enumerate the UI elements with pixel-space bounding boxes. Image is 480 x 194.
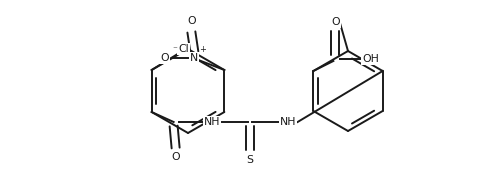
Text: O: O [171,152,180,162]
Text: O: O [331,17,340,27]
Text: O: O [187,16,196,26]
Text: +: + [199,46,206,55]
Text: S: S [246,155,253,165]
Text: N: N [190,53,199,63]
Text: ⁻: ⁻ [172,46,177,55]
Text: NH: NH [279,117,296,127]
Text: NH: NH [204,117,220,127]
Text: Cl: Cl [178,44,189,54]
Text: OH: OH [362,54,379,64]
Text: O: O [160,53,168,63]
